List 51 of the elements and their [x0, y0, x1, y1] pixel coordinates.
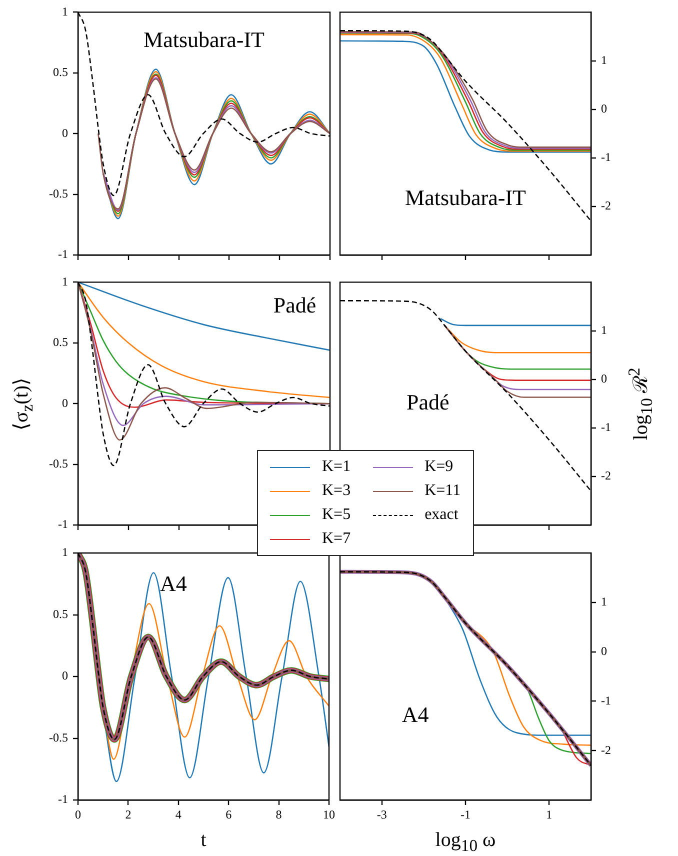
y-tick-label: 0	[62, 126, 68, 140]
y-tick-label: -2	[601, 198, 611, 213]
x-tick-label: 8	[276, 807, 282, 822]
legend-label: K=11	[424, 482, 461, 500]
y-tick-label: -1	[58, 247, 68, 262]
x-tick-label: 10	[323, 807, 335, 822]
x-axis-title: log$_{10}$ ω	[435, 829, 496, 855]
legend-label: K=9	[424, 458, 454, 476]
x-axis-title: t	[200, 829, 206, 851]
text: A4	[160, 570, 187, 596]
y-tick-label: 0	[62, 668, 68, 683]
x-tick-label: -1	[460, 807, 470, 822]
y-tick-label: 0	[62, 396, 68, 410]
y-tick-label: -1	[58, 792, 68, 806]
y-tick-label: -0.5	[49, 186, 68, 200]
y-tick-label: -1	[601, 693, 611, 708]
y-tick-label: -1	[601, 150, 611, 164]
y-tick-label: 0.5	[53, 65, 68, 80]
text: A4	[402, 702, 429, 727]
y-tick-label: 1	[601, 322, 607, 337]
y-tick-label: -2	[601, 468, 611, 483]
y-tick-label: 1	[62, 545, 68, 560]
x-tick-label: 0	[75, 807, 81, 822]
x-tick-label: 1	[546, 807, 552, 822]
y-tick-label: 1	[62, 4, 68, 18]
y-tick-label: -1	[58, 517, 68, 532]
text: Matsubara-IT	[144, 27, 266, 52]
y-tick-label: -1	[601, 420, 611, 434]
y-tick-label: 1	[601, 52, 607, 67]
y-tick-label: 1	[601, 594, 607, 609]
y-tick-label: 0	[601, 644, 607, 658]
y-tick-label: -0.5	[49, 730, 68, 744]
y-tick-label: 0.5	[53, 606, 68, 621]
legend-label: K=3	[322, 482, 351, 500]
legend-label: exact	[424, 506, 458, 524]
text: Padé	[406, 389, 450, 414]
legend-label: K=7	[322, 530, 351, 548]
y-tick-label: 0	[601, 101, 607, 116]
x-tick-label: 2	[125, 807, 132, 822]
y-tick-label: 0.5	[53, 335, 68, 350]
x-tick-label: 4	[175, 807, 182, 822]
y-tick-label: -2	[601, 742, 611, 757]
y-tick-label: 1	[62, 274, 68, 288]
y-tick-label: 0	[601, 371, 607, 386]
x-tick-label: 6	[226, 807, 232, 822]
x-tick-label: -3	[376, 807, 387, 822]
legend-label: K=5	[322, 506, 351, 524]
y-tick-label: -0.5	[49, 456, 68, 470]
text: Matsubara-IT	[405, 184, 527, 210]
text: Padé	[273, 292, 316, 318]
legend-label: K=1	[322, 458, 351, 476]
